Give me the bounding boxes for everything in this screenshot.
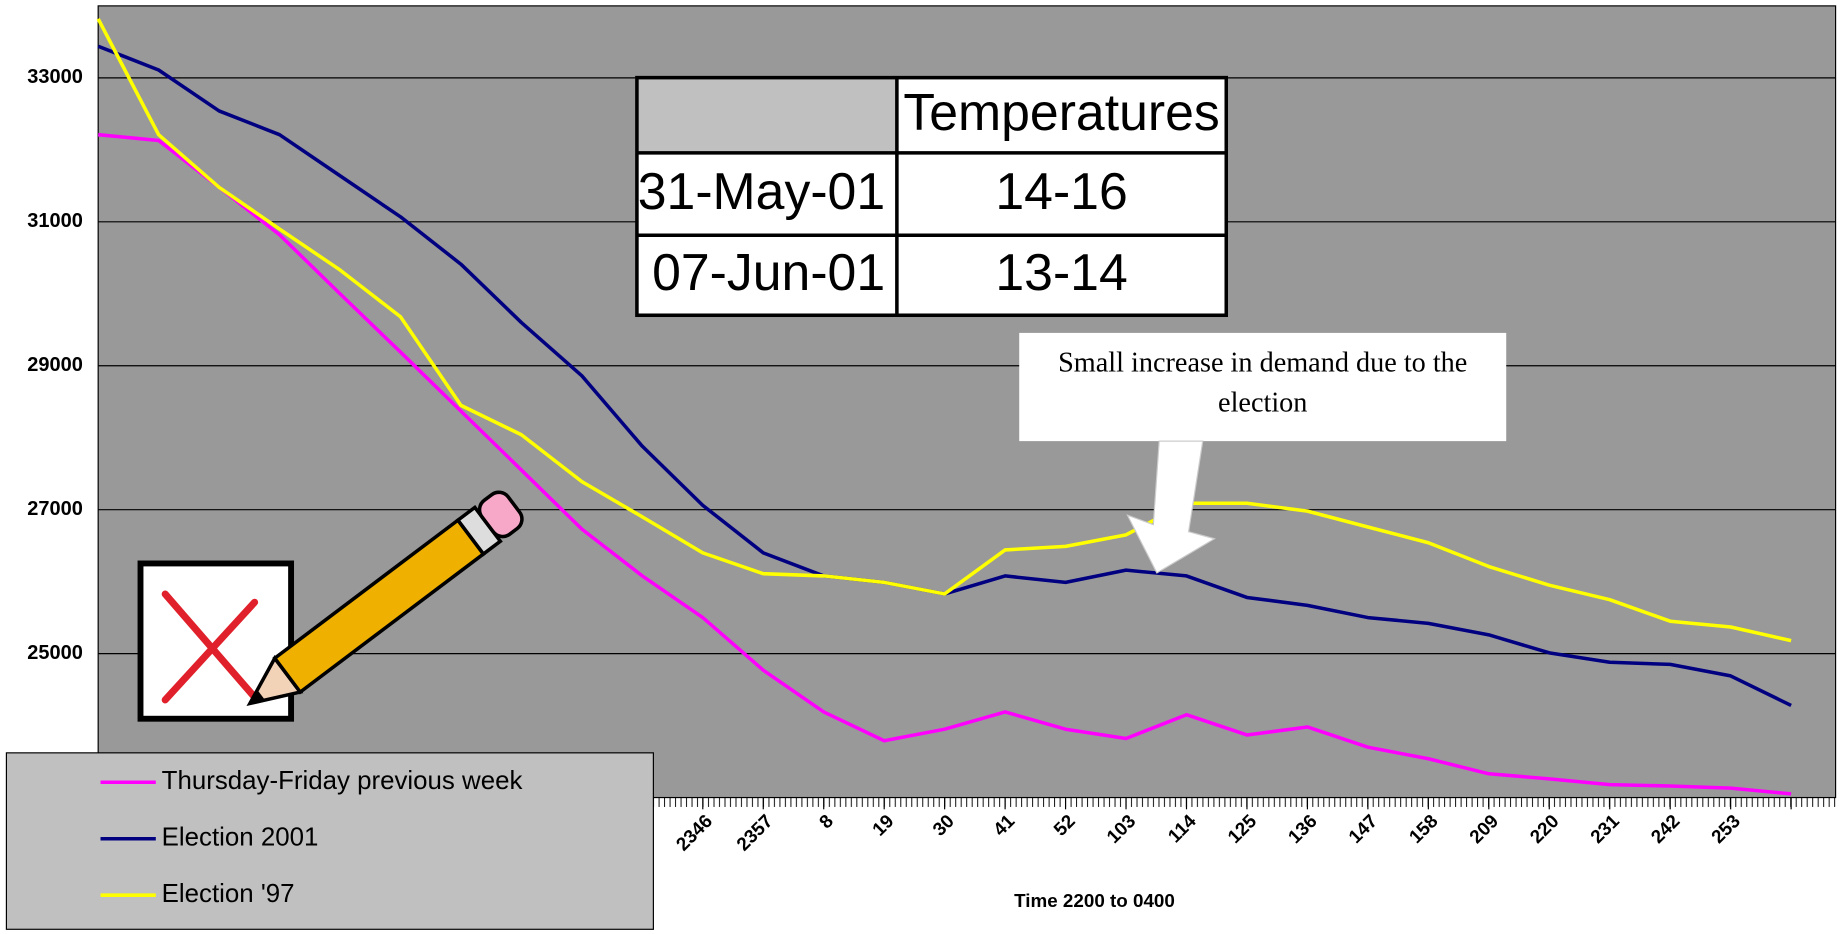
y-tick-label: 29000 (27, 354, 83, 376)
x-tick-label: 125 (1223, 810, 1260, 847)
callout-text: Small increase in demand due to the elec… (1058, 348, 1468, 419)
x-tick-label: 136 (1284, 810, 1321, 847)
y-tick-label: 27000 (27, 498, 83, 520)
x-tick-label: 220 (1526, 810, 1563, 847)
x-tick-label: 253 (1707, 810, 1744, 847)
y-tick-label: 33000 (27, 66, 83, 88)
callout-text-box: Small increase in demand due to the elec… (1058, 348, 1468, 419)
x-tick-label: 30 (928, 810, 958, 840)
series-line (96, 18, 1792, 643)
x-tick-label: 158 (1405, 810, 1442, 847)
x-tick-label: 2346 (672, 810, 716, 854)
x-tick-label: 52 (1049, 810, 1079, 840)
table-temp: 13-14 (995, 243, 1127, 301)
temperature-table: Temperatures 31-May-01 14-16 07-Jun-01 1… (635, 75, 1229, 318)
legend: Thursday-Friday previous week Election 20… (5, 752, 654, 930)
table-corner (636, 77, 897, 153)
x-tick-label: 242 (1647, 810, 1684, 847)
x-tick-label: 231 (1586, 810, 1623, 847)
x-tick-label: 2357 (732, 810, 776, 854)
table-date: 07-Jun-01 (652, 243, 885, 301)
callout: Small increase in demand due to the elec… (1019, 332, 1507, 574)
legend-label: Thursday-Friday previous week (162, 767, 523, 795)
callout-box (1019, 332, 1507, 442)
table-temp: 14-16 (995, 162, 1127, 220)
clip-art (137, 490, 524, 722)
table-cell (896, 77, 1227, 153)
x-tick-label: 8 (815, 810, 837, 832)
x-tick-label: 41 (989, 810, 1019, 840)
minor-ticks (98, 797, 1836, 807)
x-tick-label: 114 (1164, 810, 1201, 847)
x-axis-title: Time 2200 to 0400 (1014, 890, 1175, 911)
x-tick-label: 19 (868, 810, 898, 840)
legend-label: Election 2001 (162, 824, 319, 852)
legend-label: Election '97 (162, 880, 295, 908)
callout-arrow (1126, 440, 1216, 574)
x-tick-label: 103 (1102, 810, 1139, 847)
lines (96, 18, 1792, 796)
y-tick-label: 31000 (27, 210, 83, 232)
table-header: Temperatures (903, 83, 1219, 141)
table-date: 31-May-01 (638, 162, 885, 220)
x-tick-label: 209 (1465, 810, 1502, 847)
y-tick-label: 25000 (27, 642, 83, 664)
x-tick-label: 147 (1344, 810, 1381, 847)
series-line (97, 132, 1792, 796)
